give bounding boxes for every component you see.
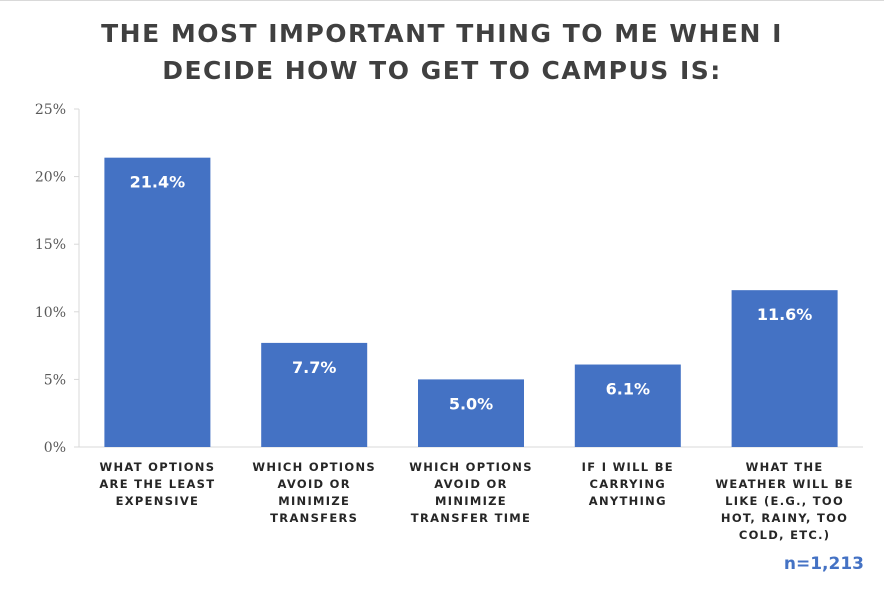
x-category-label: WHICH OPTIONS AVOID OR MINIMIZE TRANSFER TI… <box>409 460 533 525</box>
bar <box>418 379 524 447</box>
y-tick-label: 5% <box>44 372 66 388</box>
x-category-label: WHAT THE WEATHER WILL BE LIKE (E.G., TOO HO… <box>715 460 853 542</box>
sample-size-note: n=1,213 <box>783 554 864 574</box>
x-category-label: WHAT OPTIONS ARE THE LEAST EXPENSIVE <box>99 460 215 508</box>
bar-value-label: 5.0% <box>449 394 493 413</box>
y-tick-label: 0% <box>44 440 66 456</box>
x-category-label: IF I WILL BE CARRYING ANYTHING <box>582 460 674 508</box>
bar-value-label: 6.1% <box>606 380 650 399</box>
bar <box>574 364 681 447</box>
bar <box>731 290 838 447</box>
bar-value-label: 11.6% <box>757 305 813 324</box>
y-tick-label: 15% <box>35 237 66 253</box>
y-tick-label: 25% <box>35 102 66 118</box>
chart-title: THE MOST IMPORTANT THING TO ME WHEN I DE… <box>101 19 783 85</box>
bar-value-label: 21.4% <box>130 173 186 192</box>
y-tick-label: 10% <box>35 305 66 321</box>
y-tick-label: 20% <box>35 170 66 186</box>
bar <box>104 157 211 447</box>
x-category-label: WHICH OPTIONS AVOID OR MINIMIZE TRANSFERS <box>252 460 376 525</box>
bar-value-label: 7.7% <box>292 358 336 377</box>
bar <box>261 342 368 447</box>
